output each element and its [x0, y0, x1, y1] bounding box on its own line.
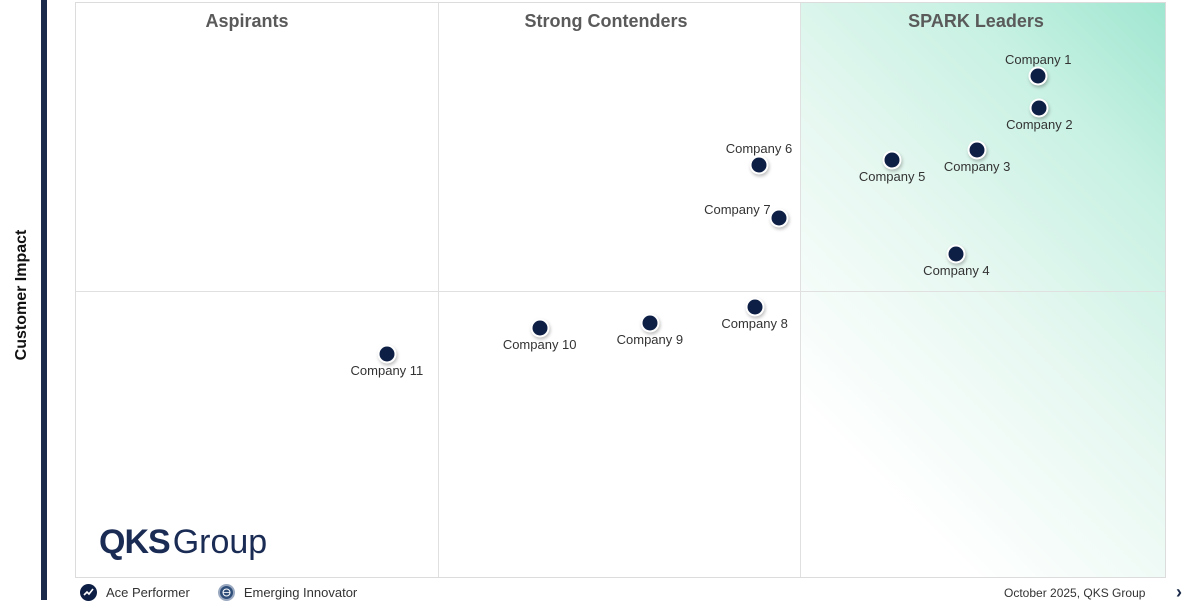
data-point[interactable] — [532, 320, 548, 336]
quadrant-divider-2 — [800, 3, 801, 577]
data-point[interactable] — [969, 142, 985, 158]
data-point-label: Company 9 — [616, 331, 684, 347]
data-point[interactable] — [747, 299, 763, 315]
quadrant-title-aspirants: Aspirants — [205, 11, 289, 31]
data-point[interactable] — [1031, 100, 1047, 116]
legend-label-emerging-innovator: Emerging Innovator — [243, 585, 358, 600]
legend: Ace Performer Emerging Innovator — [80, 584, 385, 601]
data-point-label: Company 3 — [943, 158, 1011, 174]
data-point[interactable] — [1030, 68, 1046, 84]
data-point-label: Company 8 — [721, 315, 788, 331]
data-point-label: Company 5 — [858, 169, 926, 185]
legend-item-emerging-innovator: Emerging Innovator — [217, 584, 358, 601]
data-point-label: Company 7 — [704, 201, 771, 217]
data-point[interactable] — [751, 157, 767, 173]
quadrant-title-strong-contenders: Strong Contenders — [524, 11, 688, 31]
footer-date-source: October 2025, QKS Group — [1004, 586, 1146, 600]
data-points-layer: Company 1 Company 2 Company 3 Company 4 Comp… — [76, 3, 1165, 577]
logo-light-text: Group — [172, 523, 268, 561]
quadrant-title-spark-leaders: SPARK Leaders — [908, 11, 1044, 31]
qks-group-logo: QKSGroup — [99, 520, 267, 564]
quadrant-divider-horizontal — [76, 291, 1165, 292]
quadrant-chart: Aspirants Strong Contenders SPARK Leader… — [75, 2, 1166, 578]
quadrant-divider-1 — [438, 3, 439, 577]
leaders-quadrant-background — [800, 3, 1165, 577]
y-axis-bar — [41, 0, 47, 600]
chevron-right-icon: › — [1176, 582, 1182, 602]
legend-item-ace-performer: Ace Performer — [80, 584, 190, 601]
data-point[interactable] — [771, 210, 787, 226]
data-point[interactable] — [642, 315, 658, 331]
data-point[interactable] — [884, 152, 900, 168]
data-point-label: Company 4 — [923, 263, 990, 279]
trend-up-icon — [80, 584, 97, 601]
data-point-label: Company 2 — [1006, 116, 1073, 132]
globe-icon — [217, 584, 235, 601]
logo-bold-text: QKS — [99, 523, 171, 561]
y-axis-label: Customer Impact — [13, 229, 30, 361]
data-point-label: Company 1 — [1005, 52, 1072, 68]
data-point[interactable] — [379, 346, 395, 362]
data-point[interactable] — [948, 246, 964, 262]
data-point-label: Company 10 — [502, 336, 577, 352]
data-point-label: Company 11 — [350, 362, 424, 378]
data-point-label: Company 6 — [725, 141, 793, 157]
legend-label-ace-performer: Ace Performer — [106, 585, 190, 600]
